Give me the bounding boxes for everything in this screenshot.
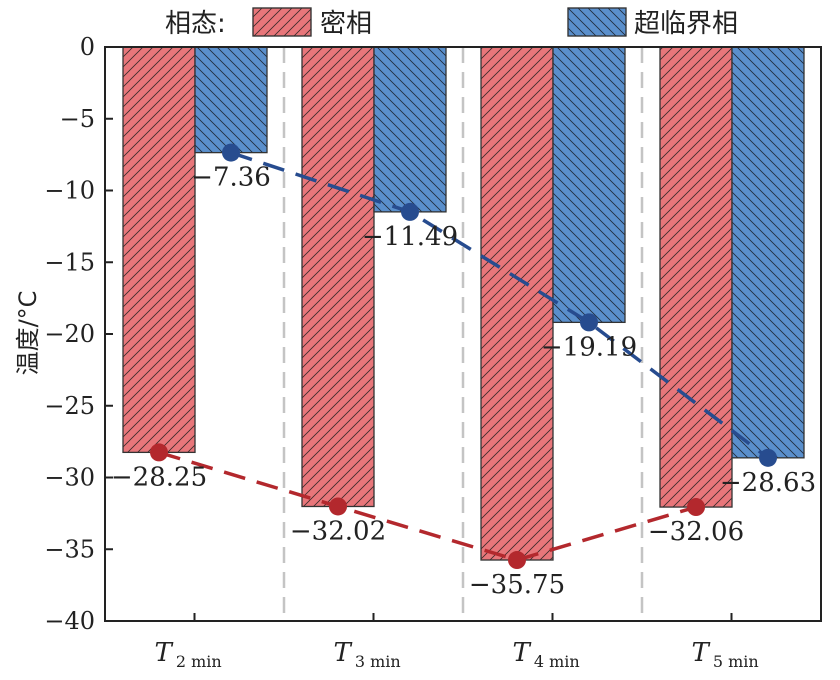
y-tick-label: 0 [80,33,95,61]
y-axis-title: 温度/°C [14,291,42,376]
data-label-series-1: −28.63 [720,468,816,498]
bar-hatch-series-1 [552,46,626,324]
data-labels: −28.25 −32.02 −35.75 −32.06 −7.36 −11.49 −19.1… [111,163,816,600]
trend-line-series-0 [158,450,697,562]
bar-hatch-series-0 [122,46,196,454]
trend-lines [150,143,777,570]
legend-item-series-1: 超临界相 [567,7,738,39]
legend-title: 相态: [165,9,226,39]
legend-label-series-0: 密相 [320,9,372,39]
y-tick-label: −10 [44,177,95,205]
data-label-series-1: −19.19 [541,332,637,362]
point-series-0 [150,443,168,462]
y-tick-label: −35 [44,535,95,563]
legend-swatch-hatch-0 [252,7,312,37]
data-label-series-0: −35.75 [469,570,565,600]
bars [122,46,805,561]
category-separators [282,47,644,621]
point-series-0 [508,551,526,570]
y-axis: 0 −5 −10 −15 −20 −25 −30 −35 −40 [44,33,113,635]
y-tick-label: −25 [44,392,95,420]
y-tick-label: −20 [44,320,95,348]
trend-line-series-1 [230,150,770,460]
point-series-1 [759,448,777,467]
bar-hatch-series-0 [480,46,554,561]
point-series-0 [687,498,705,517]
bar-hatch-series-1 [373,46,447,213]
data-label-series-1: −7.36 [191,163,271,193]
legend-label-series-1: 超临界相 [634,9,738,39]
point-series-1 [401,202,419,221]
data-label-series-0: −32.02 [290,516,386,546]
point-series-1 [222,143,240,162]
data-label-series-0: −32.06 [648,517,744,547]
legend: 相态: 密相 超临界相 [165,7,738,39]
data-label-series-1: −11.49 [362,222,458,252]
data-label-series-0: −28.25 [111,462,207,492]
point-series-0 [329,497,347,516]
y-tick-label: −5 [60,105,95,133]
bar-hatch-series-0 [301,46,375,508]
point-series-1 [580,313,598,332]
y-tick-label: −15 [44,248,95,276]
bar-hatch-series-1 [194,46,268,154]
y-tick-label: −30 [44,464,95,492]
bar-hatch-series-1 [731,46,805,459]
bar-hatch-series-0 [659,46,733,508]
legend-item-series-0: 密相 [252,7,372,39]
y-tick-label: −40 [44,607,95,635]
legend-swatch-hatch-1 [567,7,627,37]
